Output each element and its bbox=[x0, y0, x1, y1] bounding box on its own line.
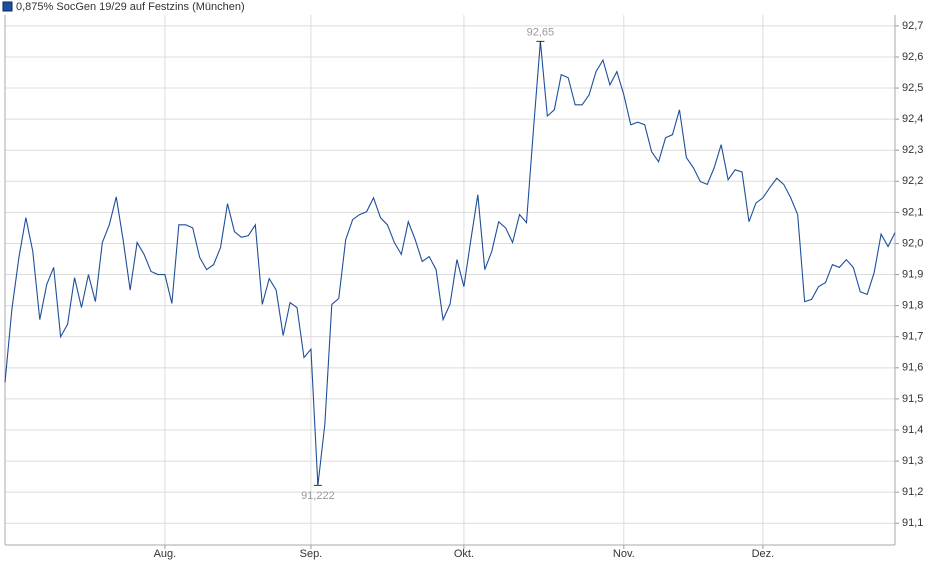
x-tick-label: Nov. bbox=[613, 548, 635, 560]
extreme-marker bbox=[536, 40, 545, 46]
y-tick-label: 92,3 bbox=[902, 144, 923, 156]
chart-title: 0,875% SocGen 19/29 auf Festzins (Münche… bbox=[16, 1, 245, 13]
y-tick-label: 91,8 bbox=[902, 300, 923, 312]
y-tick-label: 91,4 bbox=[902, 424, 923, 436]
y-tick-label: 91,2 bbox=[902, 486, 923, 498]
y-tick-label: 92,1 bbox=[902, 206, 923, 218]
annotation: 91,222 bbox=[301, 490, 335, 502]
price-line bbox=[4, 41, 896, 486]
y-tick-label: 92,6 bbox=[902, 51, 923, 63]
y-tick-label: 92,5 bbox=[902, 82, 923, 94]
annotation: 92,65 bbox=[527, 26, 555, 38]
y-tick-label: 91,1 bbox=[902, 517, 923, 529]
x-tick-label: Sep. bbox=[300, 548, 323, 560]
y-tick-label: 91,5 bbox=[902, 393, 923, 405]
y-tick-label: 92,7 bbox=[902, 20, 923, 32]
legend-swatch bbox=[2, 1, 13, 12]
x-tick-label: Okt. bbox=[454, 548, 474, 560]
x-tick-label: Dez. bbox=[752, 548, 775, 560]
y-tick-label: 91,6 bbox=[902, 362, 923, 374]
y-tick-label: 92,4 bbox=[902, 113, 923, 125]
y-tick-label: 91,7 bbox=[902, 331, 923, 343]
x-tick-label: Aug. bbox=[154, 548, 177, 560]
y-tick-label: 92,0 bbox=[902, 237, 923, 249]
y-tick-label: 91,3 bbox=[902, 455, 923, 467]
y-tick-label: 92,2 bbox=[902, 175, 923, 187]
y-tick-label: 91,9 bbox=[902, 268, 923, 280]
extreme-marker bbox=[313, 481, 322, 486]
